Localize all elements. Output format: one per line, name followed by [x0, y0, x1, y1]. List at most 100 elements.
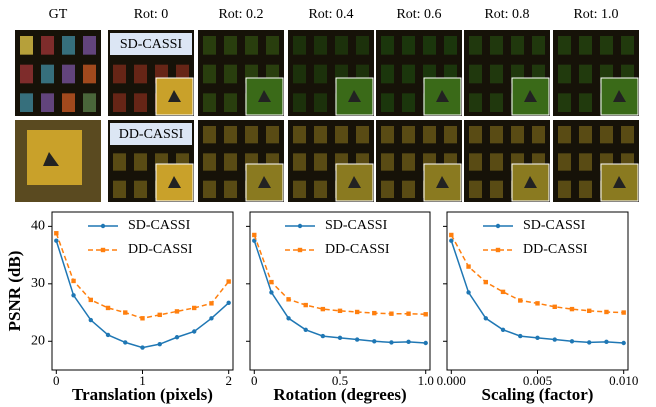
image-block — [490, 93, 503, 112]
point — [192, 329, 196, 333]
point — [140, 345, 144, 349]
image-block — [224, 126, 237, 143]
point — [570, 307, 574, 311]
point — [226, 279, 230, 283]
column-label: Rot: 1.0 — [573, 7, 618, 22]
point — [621, 310, 625, 314]
image-block — [558, 153, 571, 170]
image-block — [381, 153, 394, 170]
point — [269, 290, 273, 294]
image-block — [41, 65, 54, 84]
image-block — [469, 65, 482, 84]
x-tick-label: 2 — [225, 373, 232, 388]
image-block — [356, 126, 369, 143]
image-block — [224, 93, 237, 112]
image-block — [41, 93, 54, 112]
legend-marker — [298, 224, 302, 228]
image-block — [62, 36, 75, 55]
image-block — [490, 153, 503, 170]
image-block — [203, 36, 216, 55]
point — [621, 341, 625, 345]
image-block — [113, 181, 126, 198]
x-tick-label: 0.010 — [609, 373, 638, 388]
image-block — [558, 181, 571, 198]
point — [406, 340, 410, 344]
point — [89, 318, 93, 322]
point — [54, 231, 58, 235]
image-block — [113, 65, 126, 84]
image-block — [20, 65, 33, 84]
image-block — [266, 126, 279, 143]
point — [449, 233, 453, 237]
x-tick-label: 0.000 — [437, 373, 466, 388]
point — [355, 310, 359, 314]
legend-label: SD-CASSI — [325, 218, 388, 233]
legend-marker — [101, 248, 105, 252]
image-block — [558, 93, 571, 112]
point — [304, 303, 308, 307]
point — [158, 313, 162, 317]
image-block — [224, 36, 237, 55]
y-axis-label: PSNR (dB) — [5, 251, 24, 332]
image-block — [335, 36, 348, 55]
image-block — [558, 36, 571, 55]
point — [604, 340, 608, 344]
point — [424, 312, 428, 316]
image-block — [203, 65, 216, 84]
legend-label: DD-CASSI — [128, 242, 193, 257]
point — [252, 233, 256, 237]
x-tick-label: 0 — [53, 373, 60, 388]
x-axis-label: Translation (pixels) — [72, 385, 213, 404]
image-block — [402, 153, 415, 170]
point — [501, 290, 505, 294]
legend-label: DD-CASSI — [523, 242, 588, 257]
point — [338, 336, 342, 340]
image-block — [511, 36, 524, 55]
legend-marker — [101, 224, 105, 228]
image-block — [113, 153, 126, 170]
image-block — [83, 65, 96, 84]
legend-marker — [496, 248, 500, 252]
image-block — [579, 181, 592, 198]
point — [123, 340, 127, 344]
image-block — [490, 36, 503, 55]
point — [570, 339, 574, 343]
image-block — [381, 65, 394, 84]
image-block — [600, 36, 613, 55]
image-block — [293, 126, 306, 143]
point — [484, 316, 488, 320]
point — [406, 311, 410, 315]
image-block — [532, 36, 545, 55]
image-cube — [27, 130, 82, 185]
point — [321, 334, 325, 338]
image-block — [293, 181, 306, 198]
image-block — [203, 93, 216, 112]
point — [140, 316, 144, 320]
x-tick-label: 0 — [251, 373, 258, 388]
column-label: Rot: 0.2 — [218, 7, 263, 22]
legend-marker — [496, 224, 500, 228]
image-block — [314, 36, 327, 55]
point — [553, 305, 557, 309]
image-block — [423, 36, 436, 55]
point — [89, 298, 93, 302]
image-block — [203, 153, 216, 170]
image-block — [113, 93, 126, 112]
image-block — [293, 65, 306, 84]
image-block — [579, 65, 592, 84]
image-block — [579, 36, 592, 55]
image-block — [490, 181, 503, 198]
point — [355, 337, 359, 341]
image-block — [83, 93, 96, 112]
image-block — [314, 126, 327, 143]
image-block — [293, 93, 306, 112]
image-block — [381, 181, 394, 198]
row-label: DD-CASSI — [119, 127, 184, 142]
image-block — [469, 93, 482, 112]
point — [518, 298, 522, 302]
point — [304, 328, 308, 332]
image-block — [134, 181, 147, 198]
column-label: Rot: 0 — [134, 7, 169, 22]
x-axis-label: Rotation (degrees) — [273, 385, 406, 404]
point — [209, 316, 213, 320]
